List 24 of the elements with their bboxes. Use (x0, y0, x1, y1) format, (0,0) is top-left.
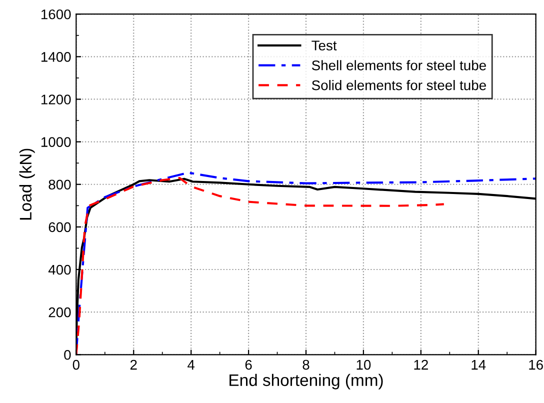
x-tick-label: 16 (529, 360, 543, 370)
y-tick-label: 1600 (41, 9, 71, 20)
y-tick-label: 1000 (41, 137, 71, 147)
legend-label: Solid elements for steel tube (312, 80, 486, 90)
x-tick-label: 2 (130, 360, 137, 370)
x-tick-label: 0 (72, 360, 80, 370)
y-tick-label: 400 (48, 264, 71, 275)
x-tick-label: 6 (245, 360, 252, 370)
x-tick-label: 10 (356, 360, 371, 370)
x-tick-label: 4 (188, 360, 195, 370)
line-series (76, 176, 445, 355)
legend-label: Test (312, 40, 337, 50)
y-tick-label: 1200 (41, 94, 71, 104)
x-tick-label: 14 (472, 360, 486, 370)
y-tick-label: 1400 (41, 52, 71, 62)
y-tick-label: 0 (64, 350, 71, 360)
y-tick-label: 800 (48, 180, 71, 190)
y-tick-label: 600 (48, 222, 71, 232)
x-axis-title: End shortening (mm) (230, 374, 383, 390)
y-axis-title: Load (kN) (19, 148, 35, 220)
y-tick-label: 200 (48, 307, 71, 318)
x-tick-label: 8 (302, 360, 310, 370)
legend-label: Shell elements for steel tube (312, 60, 486, 70)
x-tick-label: 12 (414, 360, 428, 370)
